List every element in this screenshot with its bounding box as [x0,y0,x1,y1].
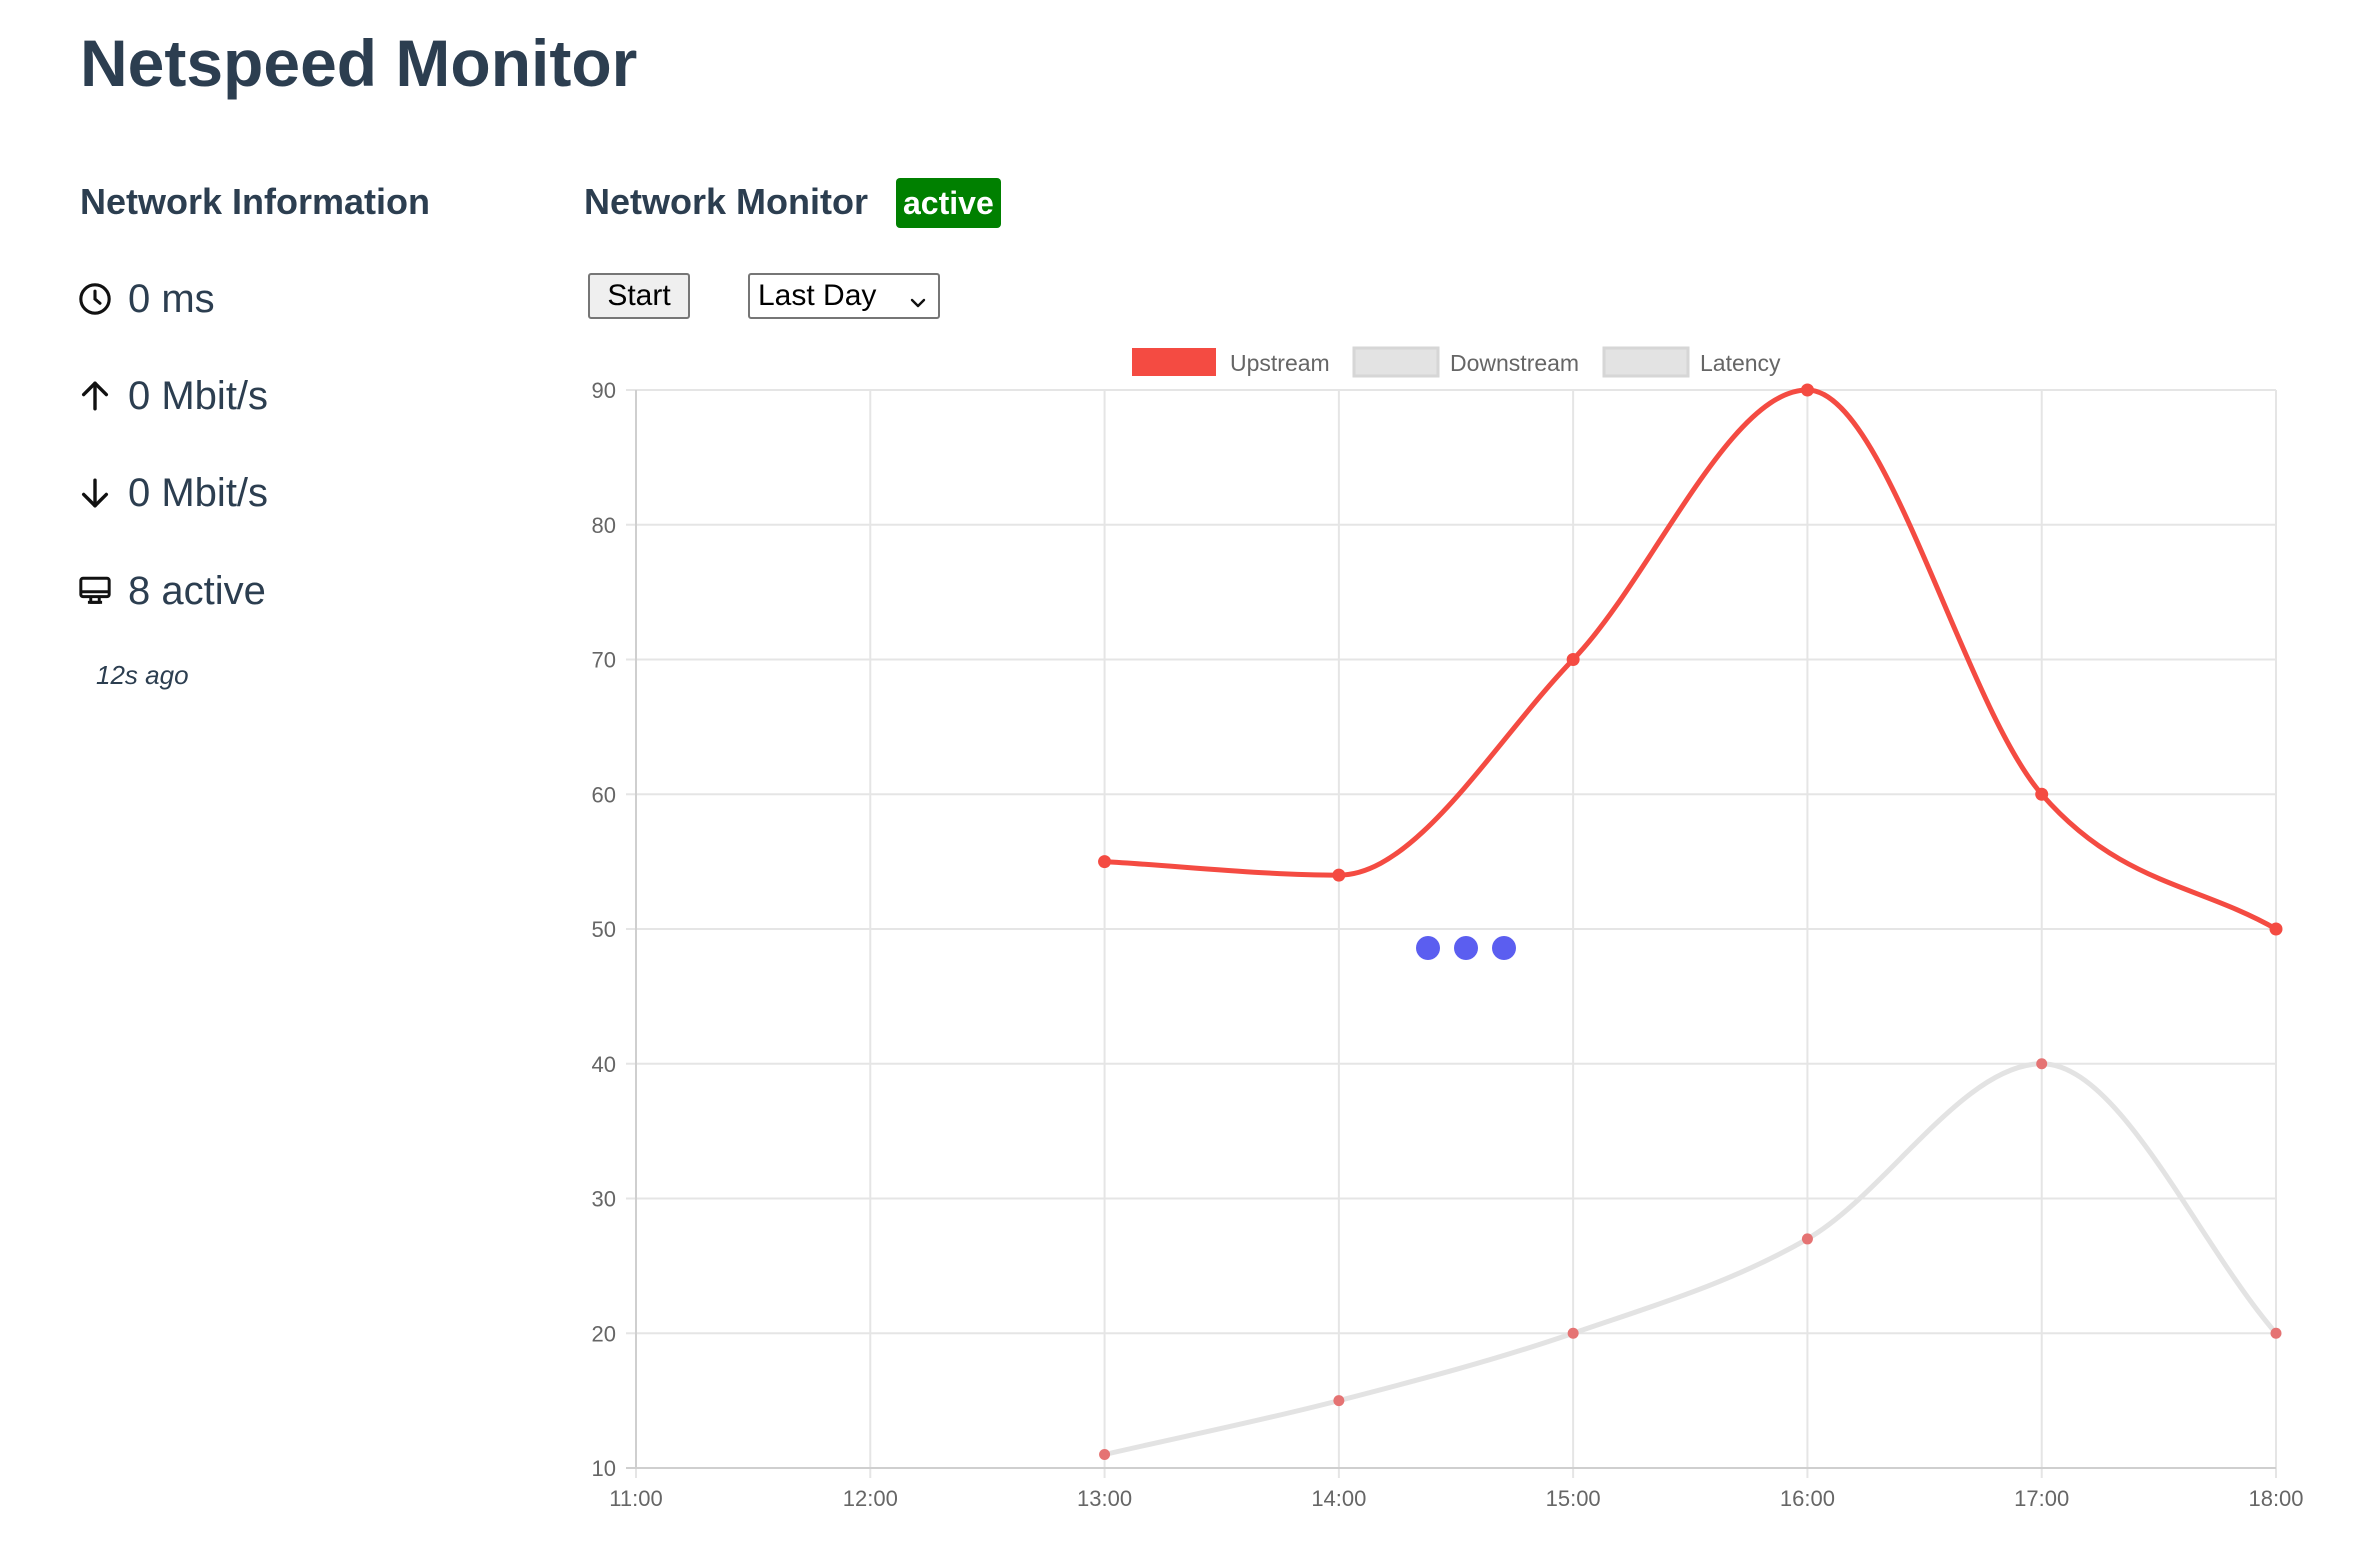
upstream-data-point [1098,855,1112,869]
latency-row: 0 ms [78,274,215,324]
upstream-data-point [1566,653,1580,666]
downstream-data-point [2036,1058,2048,1070]
network-monitor-heading: Network Monitor [584,181,868,222]
y-tick-label: 40 [592,1052,616,1077]
legend-label-latency: Latency [1700,350,1781,376]
upstream-data-point [1332,868,1346,882]
legend-item-upstream[interactable]: Upstream [1132,348,1330,376]
legend-swatch-upstream [1132,348,1216,376]
monitor-icon [78,574,112,608]
upload-speed-value: 0 Mbit/s [128,373,269,418]
network-information-heading: Network Information [80,181,431,222]
y-tick-label: 30 [592,1187,616,1212]
arrow-down-icon [78,476,112,510]
x-tick-label: 12:00 [843,1486,898,1511]
legend-swatch-latency [1602,346,1690,378]
upstream-series-line [1102,387,2279,932]
x-tick-label: 17:00 [2014,1486,2069,1511]
arrow-up-icon [78,379,112,413]
latency-value: 0 ms [128,276,215,321]
downstream-data-point [2270,1327,2282,1339]
y-tick-label: 60 [592,782,616,807]
y-tick-label: 70 [592,648,616,673]
downstream-data-point [1099,1449,1111,1461]
legend-item-downstream[interactable]: Downstream [1352,346,1579,378]
legend-label-downstream: Downstream [1450,350,1579,376]
clock-icon [78,282,112,316]
time-range-select[interactable]: Last Day [748,273,940,319]
y-tick-label: 90 [592,378,616,403]
y-tick-label: 10 [592,1456,616,1481]
downstream-data-point [1801,1233,1813,1245]
devices-row: 8 active [78,566,266,616]
start-button[interactable]: Start [588,273,690,319]
upstream-data-point [2269,922,2283,936]
chevron-down-icon [908,287,928,308]
y-tick-label: 50 [592,917,616,942]
legend-label-upstream: Upstream [1230,350,1330,376]
download-row: 0 Mbit/s [78,468,268,518]
y-tick-label: 80 [592,513,616,538]
active-devices-value: 8 active [128,568,266,613]
loading-dots-icon [1416,936,1516,960]
legend-swatch-downstream [1352,346,1440,378]
legend-item-latency[interactable]: Latency [1602,346,1781,378]
loader-dot [1454,936,1478,960]
time-range-selected: Last Day [758,279,877,312]
download-speed-value: 0 Mbit/s [128,470,269,515]
x-tick-label: 16:00 [1780,1486,1835,1511]
status-badge: active [896,178,1001,228]
loader-dot [1416,936,1440,960]
loader-dot [1492,936,1516,960]
page-title: Netspeed Monitor [80,26,638,100]
downstream-data-point [1333,1395,1345,1407]
last-updated-text: 12s ago [96,660,189,690]
x-tick-label: 18:00 [2248,1486,2303,1511]
upstream-data-point [1800,383,1814,397]
y-tick-label: 20 [592,1321,616,1346]
x-tick-label: 14:00 [1311,1486,1366,1511]
downstream-series-line [1102,1061,2279,1458]
upload-row: 0 Mbit/s [78,371,268,421]
x-tick-label: 15:00 [1546,1486,1601,1511]
upstream-data-point [2035,787,2049,801]
downstream-data-point [1567,1327,1579,1339]
x-tick-label: 13:00 [1077,1486,1132,1511]
x-tick-label: 11:00 [609,1486,662,1511]
